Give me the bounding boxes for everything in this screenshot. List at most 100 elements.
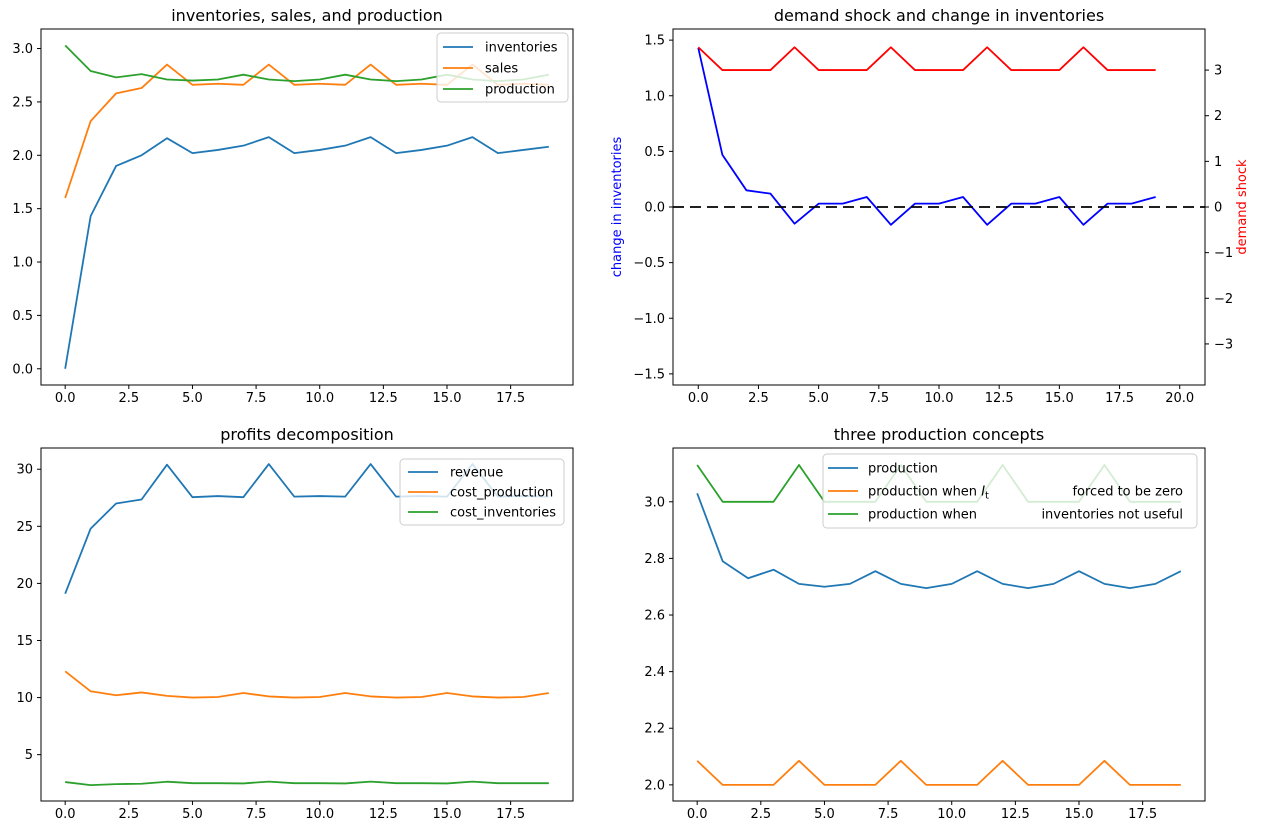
legend-label: production when It [868, 485, 989, 502]
y-tick-label-right: 3 [1214, 64, 1222, 79]
y-tick-label: 0.0 [12, 362, 33, 377]
y-axis-left: −1.5 −1.0 −0.5 0.0 0.5 1.0 1.5 [633, 34, 673, 382]
x-tick-label: 15.0 [1065, 807, 1094, 822]
legend-label: sales [485, 62, 518, 77]
legend-item: sales [443, 62, 518, 77]
x-tick-label: 17.5 [496, 807, 525, 822]
legend: production production when It forced to be… [822, 453, 1198, 529]
subplot-title: demand shock and change in inventories [774, 6, 1104, 25]
legend: inventories sales production [436, 32, 569, 103]
legend-item: cost_production [408, 486, 553, 501]
y-tick-label-right: −1 [1214, 246, 1233, 261]
y-tick-label-right: 1 [1214, 155, 1222, 170]
legend-item: inventories [443, 41, 558, 56]
axes-frame [40, 28, 574, 386]
y-tick-label: 15 [16, 634, 33, 649]
subplot-title: three production concepts [834, 425, 1045, 444]
x-tick-label: 20.0 [1165, 391, 1194, 406]
y-tick-label: 2.6 [644, 609, 665, 624]
series-change-in-inventories-line [697, 47, 1156, 226]
x-tick-label: 15.0 [1045, 391, 1074, 406]
x-tick-label: 2.5 [748, 391, 769, 406]
subplot-top-left: 0.0 2.5 5.0 7.5 10.0 12.5 15.0 17.5 0.0 0.5 1.0 1.5… [12, 6, 574, 406]
legend-item: production [443, 83, 555, 98]
y-axis-right: −3 −2 −1 0 1 2 3 [1205, 64, 1233, 352]
y-tick-label: 0.5 [12, 309, 33, 324]
y-tick-label: 1.0 [644, 89, 665, 104]
legend-label: inventories [485, 41, 558, 56]
x-tick-label: 5.0 [808, 391, 829, 406]
subplot-title: inventories, sales, and production [171, 6, 443, 25]
x-tick-label: 12.5 [369, 807, 398, 822]
subplot-bottom-left: 0.0 2.5 5.0 7.5 10.0 12.5 15.0 17.5 5 10 15 20 25 30 p… [16, 425, 574, 822]
axes-frame [40, 447, 574, 802]
series-production-line [696, 492, 1182, 590]
y-tick-label: 1.0 [12, 256, 33, 271]
y-tick-label: 0.5 [644, 145, 665, 160]
y-tick-label: 20 [16, 577, 33, 592]
x-tick-label: 12.5 [369, 391, 398, 406]
y-tick-label-right: 0 [1214, 201, 1222, 216]
x-tick-label: 0.0 [687, 807, 708, 822]
x-tick-label: 0.0 [55, 807, 76, 822]
x-axis: 0.0 2.5 5.0 7.5 10.0 12.5 15.0 17.5 [687, 801, 1157, 822]
legend-label-tail: inventories not useful [1041, 508, 1183, 523]
y-tick-label: −1.0 [633, 312, 665, 327]
x-tick-label: 2.5 [118, 391, 139, 406]
legend-label: production when [868, 508, 977, 523]
x-axis: 0.0 2.5 5.0 7.5 10.0 12.5 15.0 17.5 [55, 801, 525, 822]
x-tick-label: 5.0 [814, 807, 835, 822]
x-tick-label: 0.0 [55, 391, 76, 406]
y-tick-label: 2.5 [12, 95, 33, 110]
x-tick-label: 10.0 [305, 807, 334, 822]
legend-label: revenue [450, 466, 503, 481]
y-axis-label-left: change in inventories [610, 137, 625, 278]
y-tick-label: 2.0 [644, 778, 665, 793]
y-tick-label: 3.0 [644, 495, 665, 510]
y-tick-label: −0.5 [633, 256, 665, 271]
legend-label: production [485, 83, 555, 98]
x-tick-label: 10.0 [305, 391, 334, 406]
series-cost-inventories-line [65, 780, 549, 787]
x-tick-label: 17.5 [1128, 807, 1157, 822]
y-tick-label: 1.5 [12, 202, 33, 217]
subplot-title: profits decomposition [220, 425, 394, 444]
legend-label-tail: forced to be zero [1072, 485, 1183, 500]
legend-item: production when inventories not useful [828, 508, 1183, 523]
x-axis: 0.0 2.5 5.0 7.5 10.0 12.5 15.0 17.5 20.0 [688, 385, 1194, 406]
subplot-bottom-right: 0.0 2.5 5.0 7.5 10.0 12.5 15.0 17.5 2.0 2.2 2.4 2.6… [644, 425, 1206, 822]
axes-frame [672, 447, 1206, 802]
y-axis-left: 0.0 0.5 1.0 1.5 2.0 2.5 3.0 [12, 42, 41, 377]
legend-item: cost_inventories [408, 506, 556, 521]
legend-item: revenue [408, 466, 503, 481]
y-axis-left: 5 10 15 20 25 30 [16, 463, 41, 763]
x-tick-label: 2.5 [750, 807, 771, 822]
legend-item: production [828, 462, 938, 477]
x-tick-label: 5.0 [182, 391, 203, 406]
legend-label: production [868, 462, 938, 477]
y-tick-label-right: 2 [1214, 109, 1222, 124]
y-tick-label: 2.0 [12, 149, 33, 164]
legend-box [436, 32, 569, 103]
y-tick-label-right: −2 [1214, 292, 1233, 307]
y-tick-label: 1.5 [644, 34, 665, 49]
y-tick-label: 30 [16, 463, 33, 478]
x-axis: 0.0 2.5 5.0 7.5 10.0 12.5 15.0 17.5 [55, 385, 525, 406]
x-tick-label: 7.5 [246, 807, 267, 822]
legend-box [822, 453, 1198, 529]
series-demand-shock-line [697, 46, 1156, 71]
y-axis-left: 2.0 2.2 2.4 2.6 2.8 3.0 [644, 495, 673, 793]
x-tick-label: 17.5 [1105, 391, 1134, 406]
x-tick-label: 12.5 [985, 391, 1014, 406]
y-tick-label: 3.0 [12, 42, 33, 57]
y-tick-label: −1.5 [633, 367, 665, 382]
legend: revenue cost_production cost_inventories [399, 458, 565, 526]
series-cost-production-line [64, 670, 549, 699]
x-tick-label: 7.5 [246, 391, 267, 406]
y-tick-label: 25 [16, 520, 33, 535]
x-tick-label: 0.0 [688, 391, 709, 406]
y-tick-label: 2.2 [644, 722, 665, 737]
y-tick-label: 10 [16, 691, 33, 706]
y-axis-label-right: demand shock [1235, 159, 1250, 255]
